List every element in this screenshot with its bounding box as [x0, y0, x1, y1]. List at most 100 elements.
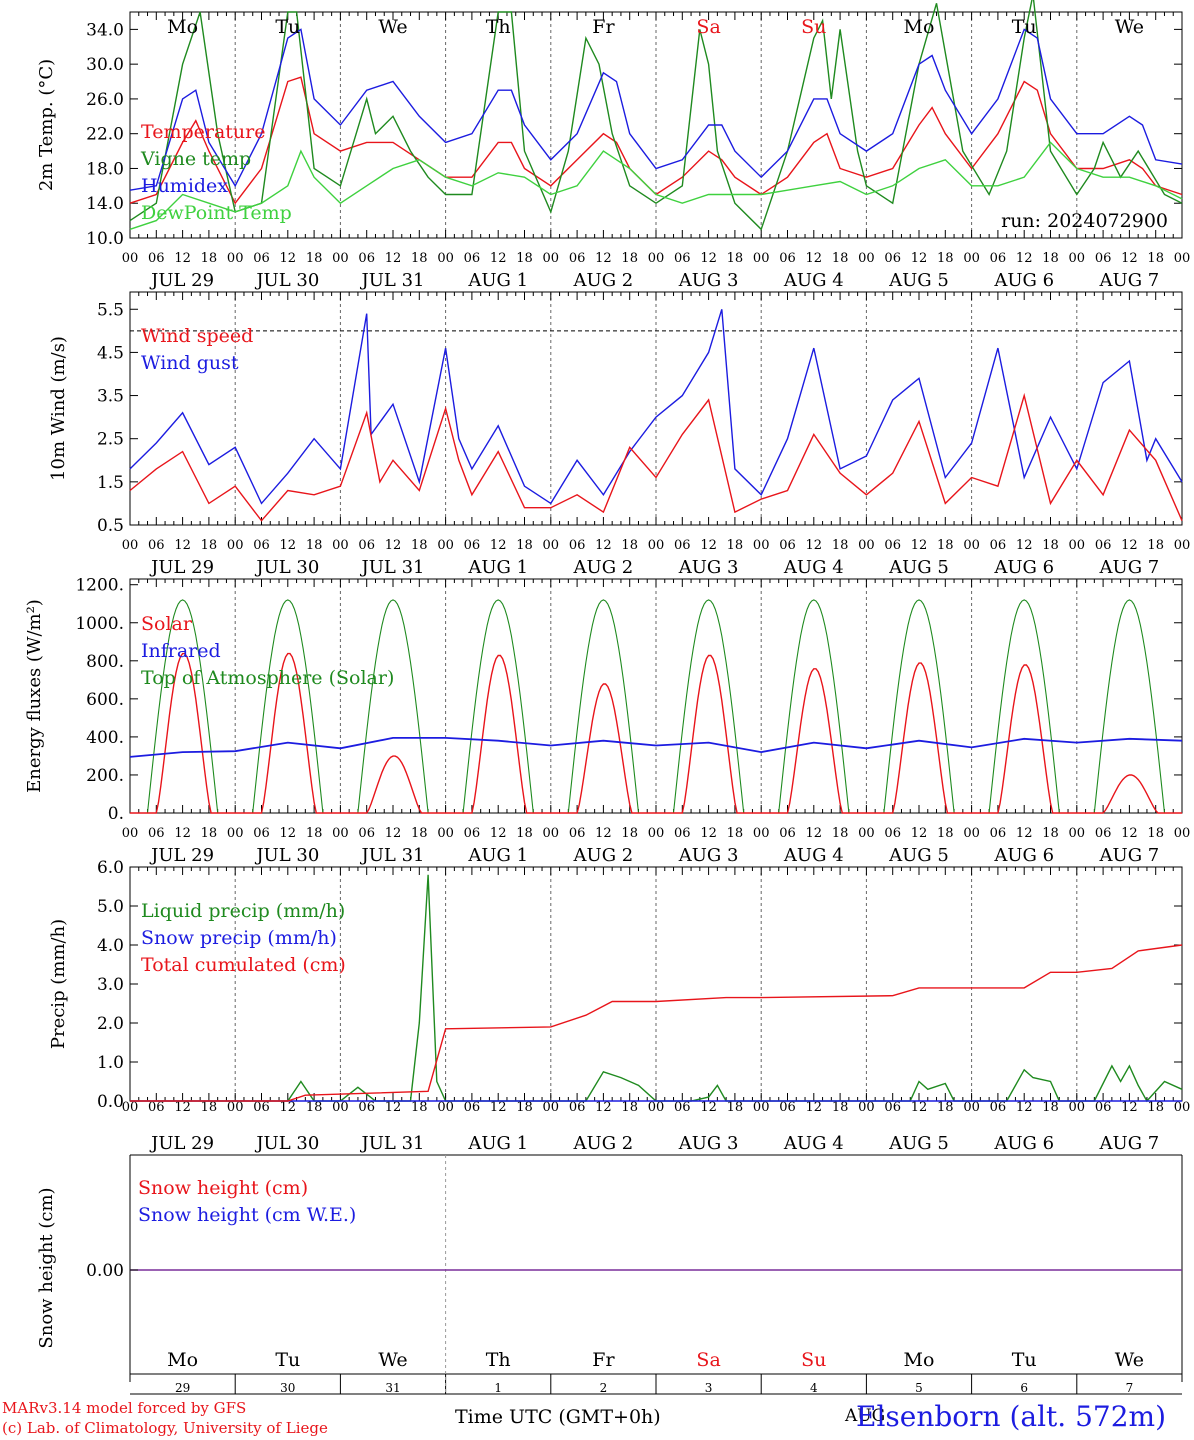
y-tick-label: 2.0 — [97, 1014, 124, 1034]
hour-tick-label: 18 — [306, 826, 323, 841]
y-tick-label: 800. — [86, 652, 124, 672]
hour-tick-label: 00 — [1174, 1100, 1191, 1115]
y-tick-label: 1.0 — [97, 1053, 124, 1073]
hour-tick-label: 00 — [648, 538, 665, 553]
y-tick-label: 3.5 — [97, 387, 124, 407]
weekday-label: We — [378, 16, 407, 38]
hour-tick-label: 18 — [727, 826, 744, 841]
legend-entry: Temperature — [141, 121, 265, 143]
weekday-label: Su — [801, 1349, 826, 1371]
date-label: JUL 29 — [149, 270, 214, 291]
hour-tick-label: 12 — [806, 538, 823, 553]
hour-tick-label: 00 — [437, 251, 454, 266]
hour-tick-label: 12 — [1016, 826, 1033, 841]
hour-tick-label: 12 — [806, 251, 823, 266]
hour-tick-label: 00 — [1069, 538, 1086, 553]
hour-tick-label: 06 — [990, 1100, 1007, 1115]
hour-tick-label: 12 — [595, 251, 612, 266]
hour-tick-label: 12 — [911, 538, 928, 553]
hour-tick-label: 18 — [516, 1100, 533, 1115]
hour-tick-label: 06 — [358, 538, 375, 553]
hour-tick-label: 12 — [700, 826, 717, 841]
weekday-label: Tu — [1012, 16, 1037, 38]
weekday-label: Tu — [275, 16, 300, 38]
hour-tick-label: 18 — [306, 538, 323, 553]
date-label: JUL 30 — [254, 557, 319, 578]
hour-tick-label: 12 — [174, 1100, 191, 1115]
hour-tick-label: 06 — [884, 826, 901, 841]
date-label: AUG 5 — [888, 1133, 949, 1154]
date-label: AUG 7 — [1099, 270, 1160, 291]
hour-tick-label: 12 — [1121, 251, 1138, 266]
hour-tick-label: 18 — [727, 538, 744, 553]
hour-tick-label: 00 — [963, 251, 980, 266]
y-tick-label: 1200. — [75, 576, 124, 596]
legend-entry: DewPoint Temp — [141, 202, 292, 224]
hour-tick-label: 18 — [1042, 826, 1059, 841]
hour-tick-label: 06 — [1095, 538, 1112, 553]
hour-tick-label: 12 — [1016, 1100, 1033, 1115]
month-label: AUG — [845, 1406, 886, 1426]
date-label: AUG 2 — [573, 270, 634, 291]
hour-tick-label: 00 — [1069, 251, 1086, 266]
hour-tick-label: 06 — [464, 1100, 481, 1115]
run-label: run: 2024072900 — [1001, 210, 1168, 232]
hour-tick-label: 12 — [174, 251, 191, 266]
legend-entry: Wind gust — [141, 352, 239, 374]
hour-tick-label: 00 — [332, 826, 349, 841]
y-tick-label: 5.5 — [97, 300, 124, 320]
y-tick-label: 30.0 — [86, 55, 124, 75]
y-tick-label: 600. — [86, 690, 124, 710]
hour-tick-label: 12 — [595, 1100, 612, 1115]
hour-tick-label: 06 — [779, 1100, 796, 1115]
hour-tick-label: 00 — [437, 826, 454, 841]
hour-tick-label: 18 — [832, 826, 849, 841]
y-tick-label: 0.5 — [97, 516, 124, 536]
legend-entry: Top of Atmosphere (Solar) — [141, 667, 394, 689]
hour-tick-label: 00 — [332, 538, 349, 553]
hour-tick-label: 12 — [490, 251, 507, 266]
hour-tick-label: 06 — [990, 538, 1007, 553]
date-label: AUG 5 — [888, 557, 949, 578]
y-tick-label: 1000. — [75, 614, 124, 634]
hour-tick-label: 18 — [1042, 538, 1059, 553]
weekday-label: Sa — [696, 1349, 720, 1371]
legend-entry: Wind speed — [141, 325, 253, 347]
date-label: AUG 2 — [573, 1133, 634, 1154]
hour-tick-label: 06 — [569, 826, 586, 841]
hour-tick-label: 06 — [674, 251, 691, 266]
hour-tick-label: 00 — [963, 538, 980, 553]
y-tick-label: 18.0 — [86, 159, 124, 179]
hour-tick-label: 18 — [1042, 1100, 1059, 1115]
hour-tick-label: 12 — [911, 1100, 928, 1115]
hour-tick-label: 06 — [884, 538, 901, 553]
hour-tick-label: 18 — [1147, 826, 1164, 841]
hour-tick-label: 00 — [332, 251, 349, 266]
series-line-solar — [130, 652, 1182, 814]
weekday-label: Fr — [592, 16, 615, 38]
hour-tick-label: 00 — [332, 1100, 349, 1115]
hour-tick-label: 00 — [858, 1100, 875, 1115]
hour-tick-label: 06 — [779, 538, 796, 553]
date-label: AUG 7 — [1099, 845, 1160, 866]
hour-tick-label: 18 — [727, 1100, 744, 1115]
hour-tick-label: 00 — [122, 251, 139, 266]
hour-tick-label: 06 — [148, 1100, 165, 1115]
hour-tick-label: 06 — [358, 826, 375, 841]
hour-tick-label: 18 — [411, 251, 428, 266]
y-tick-label: 4.5 — [97, 343, 124, 363]
weekday-label: We — [378, 1349, 407, 1371]
y-tick-label: 1.5 — [97, 473, 124, 493]
hour-tick-label: 06 — [148, 538, 165, 553]
legend-entry: Snow precip (mm/h) — [141, 927, 337, 949]
date-label: AUG 4 — [783, 845, 844, 866]
hour-tick-label: 18 — [1042, 251, 1059, 266]
hour-tick-label: 00 — [437, 538, 454, 553]
date-label: AUG 5 — [888, 845, 949, 866]
date-label: AUG 6 — [993, 557, 1054, 578]
date-label: AUG 4 — [783, 1133, 844, 1154]
y-tick-label: 0. — [108, 804, 124, 824]
hour-tick-label: 06 — [674, 826, 691, 841]
weekday-label: Su — [801, 16, 826, 38]
hour-tick-label: 12 — [911, 826, 928, 841]
